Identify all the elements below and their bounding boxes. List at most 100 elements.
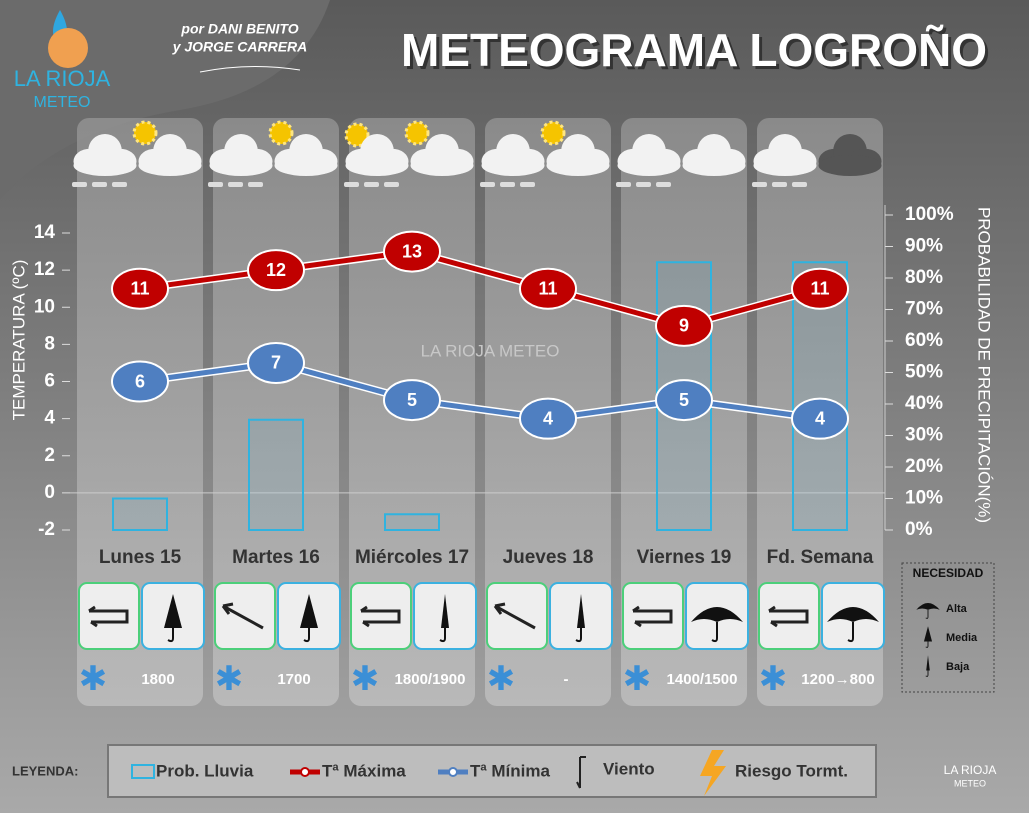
fog-bar xyxy=(248,182,263,187)
y2-tick-label: 0% xyxy=(905,519,933,540)
legend-label: Tª Máxima xyxy=(322,761,406,780)
umbrella-icon xyxy=(439,594,449,643)
x-tick-label: Viernes 19 xyxy=(637,547,732,568)
footer-logo: LA RIOJA xyxy=(944,763,997,777)
data-label: 4 xyxy=(815,408,825,428)
snowflake-icon: ✱ xyxy=(487,660,516,698)
snow-level: 1800 xyxy=(141,671,174,688)
wind-box xyxy=(78,582,140,650)
fog-bar xyxy=(228,182,243,187)
wind-box xyxy=(486,582,548,650)
fog-bar xyxy=(500,182,515,187)
snowflake-icon: ✱ xyxy=(623,660,652,698)
logo-text: METEO xyxy=(34,94,91,111)
wind-box xyxy=(622,582,684,650)
sun-icon xyxy=(132,120,158,146)
umbrella-icon xyxy=(925,655,930,677)
data-label: 11 xyxy=(130,278,149,298)
cloud-icon xyxy=(682,134,746,176)
umbrella-icon xyxy=(691,607,743,643)
snowflake-icon: ✱ xyxy=(351,660,380,698)
temp-point xyxy=(519,267,577,310)
cloud-icon xyxy=(753,134,817,176)
legend-label: Tª Mínima xyxy=(470,761,551,780)
y-tick-label: 0 xyxy=(44,482,55,503)
temp-point xyxy=(519,397,577,440)
fog-bar xyxy=(752,182,767,187)
temp-point xyxy=(383,230,441,273)
x-tick-label: Lunes 15 xyxy=(99,547,182,568)
cloud-part xyxy=(138,155,202,176)
fog-bar xyxy=(616,182,631,187)
cloud-part xyxy=(682,155,746,176)
y2-axis-label: PROBABILIDAD DE PRECIPITACIÓN(%) xyxy=(975,207,994,523)
temp-point xyxy=(247,249,305,292)
cloud-icon xyxy=(73,134,137,176)
snow-level: 1800/1900 xyxy=(395,671,466,688)
cloud-icon xyxy=(138,134,202,176)
snowflake-icon: ✱ xyxy=(79,660,108,698)
need-box xyxy=(901,562,995,693)
cloud-icon xyxy=(546,134,610,176)
sun-icon xyxy=(540,120,566,146)
snow-level: 1700 xyxy=(277,671,310,688)
fog-bar xyxy=(384,182,399,187)
y2-tick-label: 80% xyxy=(905,267,943,288)
y-tick-label: 8 xyxy=(44,333,55,354)
y2-tick-label: 60% xyxy=(905,330,943,351)
x-tick-label: Fd. Semana xyxy=(767,547,874,568)
cloud-part xyxy=(345,155,409,176)
umbrella-canopy xyxy=(691,607,743,622)
y-tick-label: 14 xyxy=(34,222,56,243)
sun-icon xyxy=(268,120,294,146)
legend-wind-icon xyxy=(576,756,586,789)
need-level: Alta xyxy=(946,603,968,615)
legend-storm-icon xyxy=(700,750,726,796)
umbrella-canopy xyxy=(926,655,930,671)
data-label: 5 xyxy=(679,390,689,410)
legend-label: Viento xyxy=(603,759,655,778)
umbrella-canopy xyxy=(577,594,585,628)
rain-bar xyxy=(248,418,304,531)
cloud-icon xyxy=(410,134,474,176)
wind-arrow xyxy=(632,605,673,628)
chart-title: METEOGRAMA LOGROÑO xyxy=(401,24,987,76)
umbrella-canopy xyxy=(441,594,449,628)
data-label: 12 xyxy=(266,260,286,280)
day-panel xyxy=(77,118,203,706)
y2-tick-label: 10% xyxy=(905,488,943,509)
legend-title: LEYENDA: xyxy=(12,763,78,778)
y-tick-label: -2 xyxy=(38,519,55,540)
cloud-icon xyxy=(274,134,338,176)
legend-swatch xyxy=(448,767,458,777)
umbrella-handle xyxy=(925,609,929,619)
temp-point xyxy=(791,397,849,440)
wind-arrow xyxy=(221,602,264,630)
rain-bar xyxy=(384,513,440,531)
fog-bar xyxy=(92,182,107,187)
y2-tick-label: 70% xyxy=(905,299,943,320)
temp-point xyxy=(111,267,169,310)
data-label: 5 xyxy=(407,390,417,410)
y-tick-label: 4 xyxy=(44,408,55,429)
y2-tick-label: 50% xyxy=(905,362,943,383)
fog-bar xyxy=(520,182,535,187)
snowflake-icon: ✱ xyxy=(215,660,244,698)
x-tick-label: Jueves 18 xyxy=(503,547,594,568)
fog-bar xyxy=(772,182,787,187)
fog-bar xyxy=(480,182,495,187)
umbrella-canopy xyxy=(164,594,182,628)
umbrella-handle xyxy=(925,670,929,677)
legend-swatch xyxy=(300,767,310,777)
umbrella-icon xyxy=(300,594,318,643)
data-label: 11 xyxy=(810,278,829,298)
umbrella-handle xyxy=(303,628,310,643)
x-tick-label: Miércoles 17 xyxy=(355,547,469,568)
fog-bar xyxy=(636,182,651,187)
data-label: 7 xyxy=(271,353,281,373)
cloud-part xyxy=(410,155,474,176)
umbrella-handle xyxy=(711,622,718,643)
sun-icon xyxy=(404,120,430,146)
